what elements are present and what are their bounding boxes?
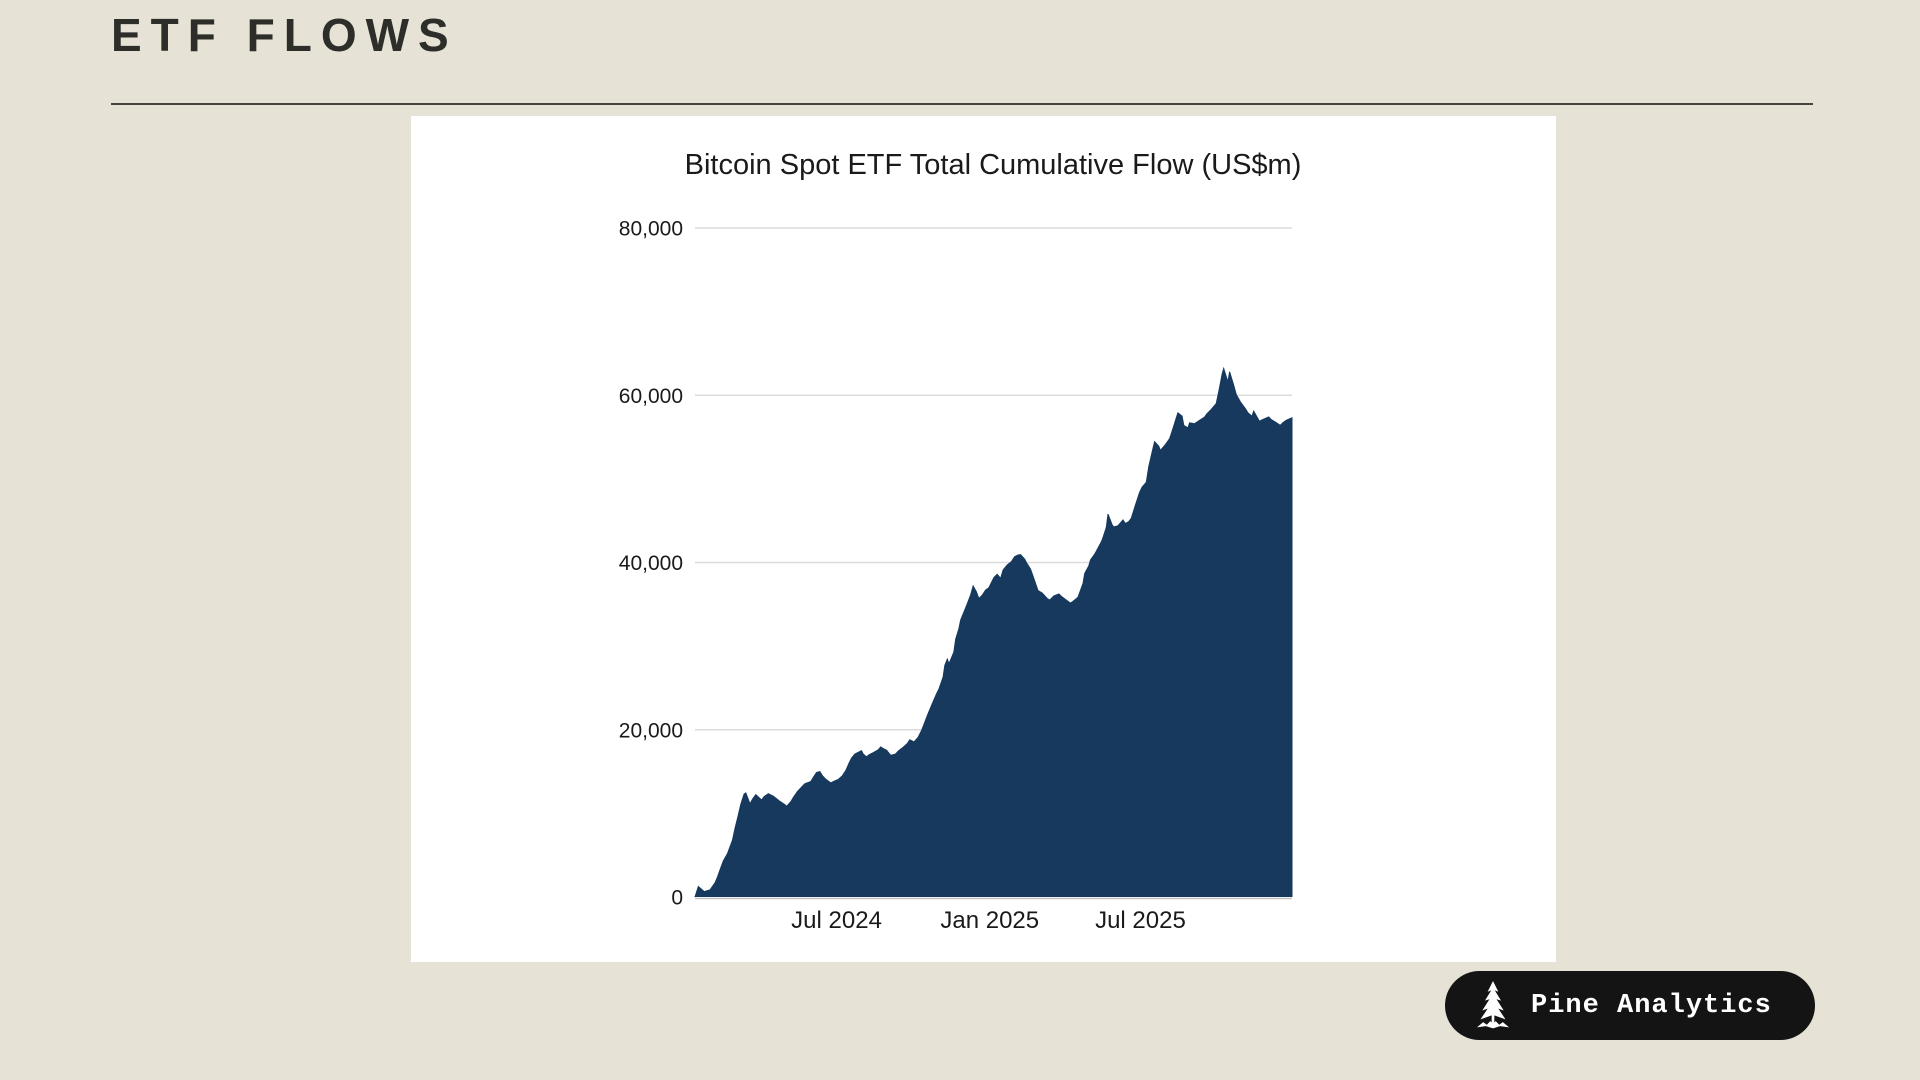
- y-axis-tick-label: 0: [671, 887, 683, 910]
- pine-analytics-badge: Pine Analytics: [1445, 971, 1815, 1040]
- chart-title: Bitcoin Spot ETF Total Cumulative Flow (…: [685, 149, 1302, 181]
- y-axis-tick-label: 20,000: [619, 719, 683, 742]
- x-axis-tick-label: Jul 2025: [1095, 907, 1186, 934]
- badge-label: Pine Analytics: [1531, 990, 1772, 1021]
- x-axis-tick-label: Jul 2024: [791, 907, 882, 934]
- chart-card: 0 20,000 40,000 60,000 80,000 Jul 2024 Jan 202…: [411, 116, 1556, 962]
- etf-flow-chart: 0 20,000 40,000 60,000 80,000 Jul 2024 Jan 202…: [619, 149, 1302, 934]
- y-axis-tick-label: 80,000: [619, 218, 683, 241]
- x-axis-tick-label: Jan 2025: [940, 907, 1039, 934]
- y-axis-tick-label: 60,000: [619, 385, 683, 408]
- title-rule: [111, 103, 1813, 105]
- area-series: [694, 366, 1293, 898]
- page-title: ETF FLOWS: [111, 9, 458, 61]
- y-axis-tick-label: 40,000: [619, 552, 683, 575]
- pine-tree-icon: [1476, 980, 1510, 1028]
